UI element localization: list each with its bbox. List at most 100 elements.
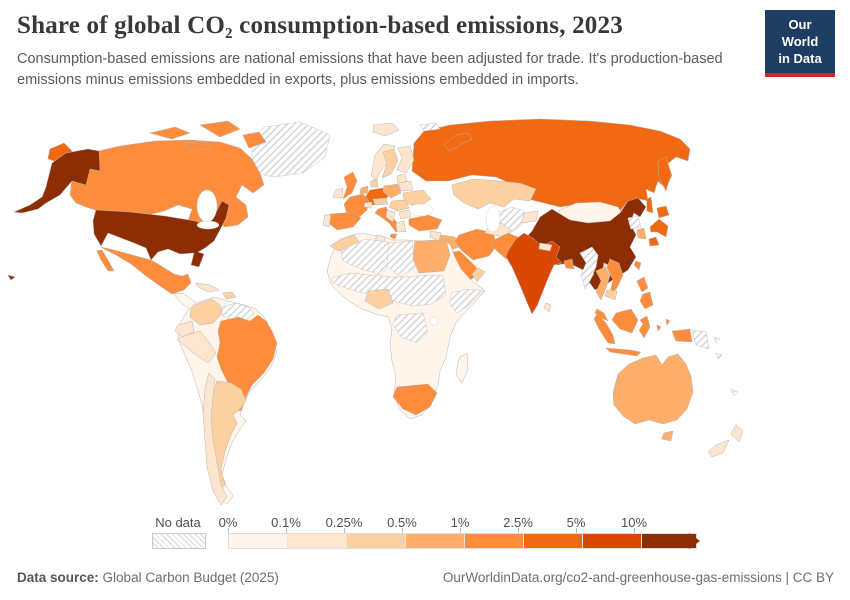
country-nepal[interactable] bbox=[538, 242, 553, 252]
country-baltics[interactable] bbox=[396, 173, 408, 184]
country-italy-sicily[interactable] bbox=[389, 233, 398, 240]
country-hispaniola[interactable] bbox=[222, 291, 237, 300]
country-benelux[interactable] bbox=[359, 185, 369, 195]
country-japan-hokkaido[interactable] bbox=[656, 205, 670, 219]
country-indonesia-moluccas2[interactable] bbox=[665, 318, 671, 326]
chart-subtitle: Consumption-based emissions are national… bbox=[17, 51, 723, 88]
country-drc[interactable] bbox=[392, 312, 429, 344]
country-peru[interactable] bbox=[177, 330, 217, 364]
country-png-islands[interactable] bbox=[713, 336, 721, 344]
country-japan-kyushu[interactable] bbox=[648, 236, 660, 247]
region-sahel-sudan[interactable] bbox=[331, 272, 447, 307]
country-bulgaria[interactable] bbox=[398, 209, 412, 220]
country-oman[interactable] bbox=[471, 267, 486, 283]
country-iran[interactable] bbox=[454, 228, 498, 261]
country-libya[interactable] bbox=[386, 240, 417, 278]
country-finland[interactable] bbox=[396, 145, 415, 174]
country-colombia[interactable] bbox=[189, 298, 223, 326]
country-nigeria[interactable] bbox=[364, 288, 394, 310]
country-kyrgyzstan[interactable] bbox=[521, 210, 539, 224]
country-north-korea[interactable] bbox=[627, 215, 642, 230]
country-switzerland[interactable] bbox=[363, 201, 373, 209]
country-philippines-luzon[interactable] bbox=[636, 276, 649, 293]
country-balkans[interactable] bbox=[385, 209, 396, 223]
country-indonesia-moluccas[interactable] bbox=[656, 324, 662, 332]
country-ecuador[interactable] bbox=[174, 320, 195, 338]
legend-bin-swatch[interactable] bbox=[287, 534, 346, 548]
country-madagascar[interactable] bbox=[455, 352, 469, 384]
legend-tick-label: 0.5% bbox=[387, 515, 417, 530]
country-sweden[interactable] bbox=[381, 148, 399, 179]
country-australia-tasmania[interactable] bbox=[661, 430, 674, 442]
legend-no-data-swatch[interactable] bbox=[152, 533, 206, 549]
country-cambodia[interactable] bbox=[604, 289, 618, 301]
country-greece[interactable] bbox=[395, 220, 407, 233]
country-syria[interactable] bbox=[429, 230, 442, 242]
country-south-africa[interactable] bbox=[392, 383, 438, 416]
legend-bin-swatch[interactable] bbox=[405, 534, 464, 548]
country-poland[interactable] bbox=[382, 183, 402, 199]
country-australia[interactable] bbox=[612, 353, 694, 425]
country-svalbard[interactable] bbox=[419, 122, 441, 132]
country-thailand[interactable] bbox=[595, 266, 611, 301]
country-canada-island3[interactable] bbox=[242, 131, 267, 149]
country-venezuela[interactable] bbox=[221, 302, 255, 321]
country-canada-island2[interactable] bbox=[199, 120, 241, 138]
country-mexico[interactable] bbox=[100, 246, 192, 295]
country-spain[interactable] bbox=[325, 211, 362, 231]
country-egypt[interactable] bbox=[412, 239, 451, 274]
legend-bin-swatch[interactable] bbox=[523, 534, 582, 548]
country-india[interactable] bbox=[505, 232, 563, 315]
country-russia-novaya-zemlya[interactable] bbox=[443, 132, 473, 152]
country-austria-czechia[interactable] bbox=[372, 197, 389, 206]
owid-logo[interactable]: Our World in Data bbox=[765, 10, 835, 77]
country-chile[interactable] bbox=[202, 372, 228, 506]
country-cuba[interactable] bbox=[195, 282, 220, 293]
country-belarus[interactable] bbox=[398, 180, 414, 192]
country-algeria[interactable] bbox=[340, 238, 393, 276]
country-denmark[interactable] bbox=[370, 178, 379, 188]
country-portugal[interactable] bbox=[322, 214, 332, 228]
country-iceland[interactable] bbox=[372, 122, 400, 137]
country-indonesia-sumatra[interactable] bbox=[593, 313, 616, 345]
country-russia[interactable] bbox=[411, 118, 691, 212]
country-indonesia-sulawesi[interactable] bbox=[638, 315, 651, 339]
country-new-zealand-north[interactable] bbox=[730, 424, 744, 443]
country-south-korea[interactable] bbox=[636, 227, 647, 240]
license-link[interactable]: OurWorldinData.org/co2-and-greenhouse-ga… bbox=[442, 570, 834, 585]
country-turkey[interactable] bbox=[408, 214, 443, 232]
country-russia-kamchatka[interactable] bbox=[657, 156, 672, 192]
country-malaysia[interactable] bbox=[594, 308, 609, 322]
country-canada-island4[interactable] bbox=[185, 140, 211, 152]
country-solomon-islands[interactable] bbox=[715, 352, 723, 360]
country-indonesia-java[interactable] bbox=[605, 347, 642, 357]
country-papua-new-guinea[interactable] bbox=[691, 329, 710, 350]
country-usa-alaska[interactable] bbox=[13, 148, 101, 214]
legend-bin-swatch[interactable] bbox=[346, 534, 405, 548]
country-romania[interactable] bbox=[388, 199, 410, 212]
country-indonesia-borneo[interactable] bbox=[611, 308, 639, 334]
country-ireland[interactable] bbox=[332, 187, 344, 199]
country-kazakhstan[interactable] bbox=[451, 178, 537, 210]
country-japan-honshu[interactable] bbox=[649, 218, 669, 238]
legend-bin-swatch[interactable] bbox=[464, 534, 523, 548]
country-taiwan[interactable] bbox=[633, 260, 642, 271]
country-mexico-baja[interactable] bbox=[96, 249, 115, 272]
country-philippines-mindanao[interactable] bbox=[639, 291, 654, 310]
legend-bin-swatch[interactable] bbox=[641, 534, 696, 548]
country-new-caledonia[interactable] bbox=[730, 388, 739, 397]
country-sri-lanka[interactable] bbox=[543, 302, 552, 313]
country-canada-island1[interactable] bbox=[149, 126, 191, 140]
country-usa-hawaii[interactable] bbox=[7, 274, 16, 281]
country-russia-sakhalin[interactable] bbox=[646, 196, 654, 214]
page-title: Share of global CO₂ consumption-based em… bbox=[17, 12, 623, 39]
country-myanmar[interactable] bbox=[579, 246, 599, 290]
country-indonesia-west-papua[interactable] bbox=[671, 328, 693, 343]
country-bangladesh[interactable] bbox=[563, 258, 575, 270]
country-uk[interactable] bbox=[342, 171, 358, 200]
country-somalia[interactable] bbox=[448, 288, 485, 314]
country-greenland[interactable] bbox=[249, 121, 331, 178]
country-new-zealand-south[interactable] bbox=[707, 439, 730, 458]
legend-bin-swatch[interactable] bbox=[582, 534, 641, 548]
legend-bin-swatch[interactable] bbox=[229, 534, 287, 548]
